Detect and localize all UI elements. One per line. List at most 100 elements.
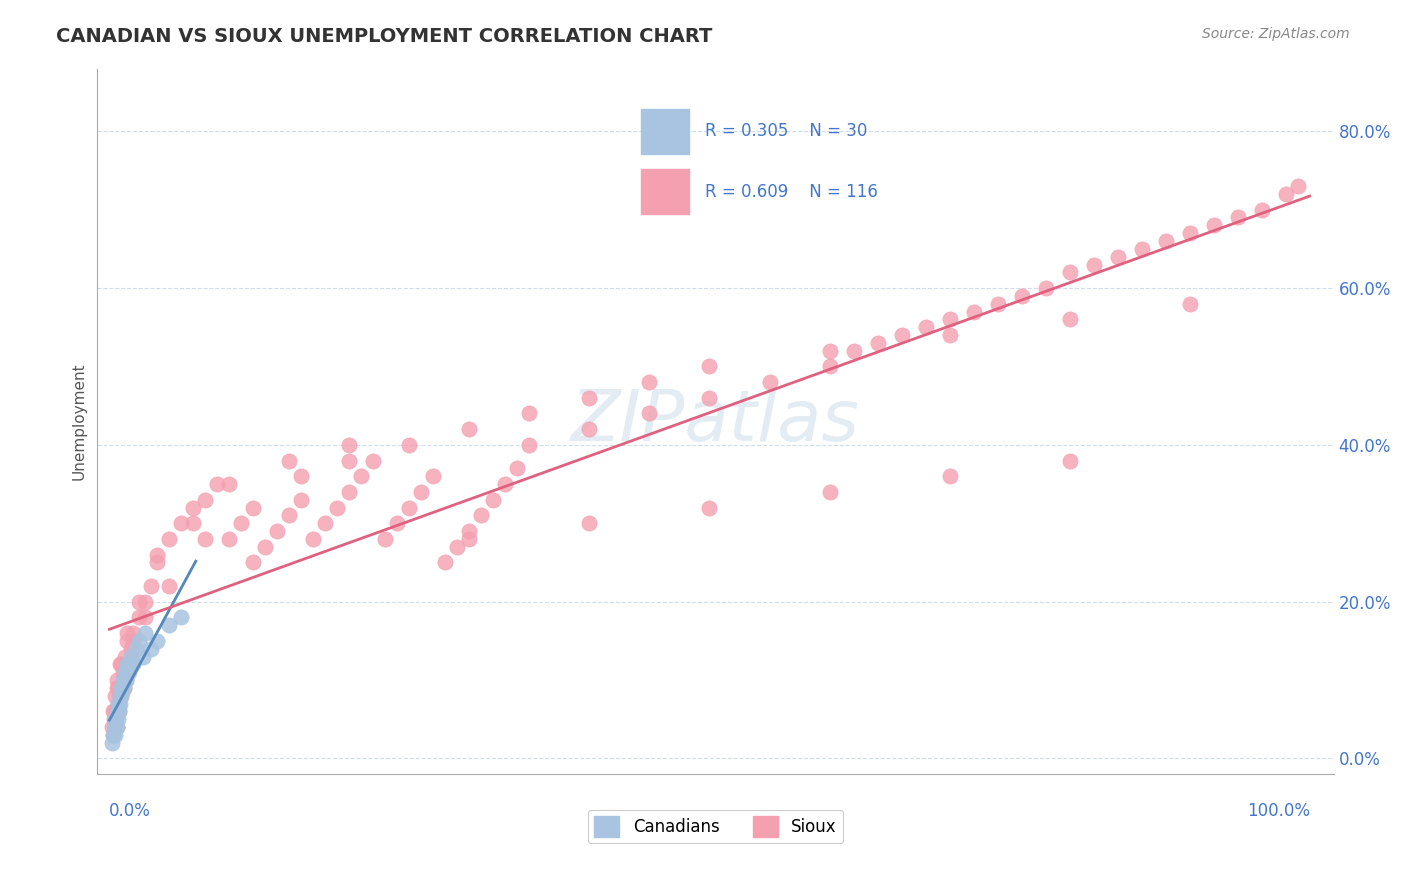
Point [115,673,138,687]
Point [108,705,131,719]
Point [101,728,124,742]
Point [218,477,240,491]
Point [111,665,134,680]
Point [103,705,125,719]
Text: 100.0%: 100.0% [1247,802,1309,820]
Point [339,453,361,467]
Point [110,681,132,695]
Point [1154,234,1177,248]
Text: ZIPatlas: ZIPatlas [571,387,860,456]
Point [458,532,481,546]
Point [1035,281,1057,295]
Point [494,477,516,491]
Point [1130,242,1153,256]
Point [105,673,128,687]
Text: 0.0%: 0.0% [110,802,152,820]
Point [105,720,128,734]
Point [120,649,142,664]
Point [194,492,217,507]
Point [987,296,1010,310]
Point [699,391,721,405]
Point [104,728,127,742]
Point [938,328,960,343]
Point [242,556,264,570]
Point [107,712,129,726]
Point [128,594,150,608]
Point [122,657,145,672]
Point [110,689,132,703]
Point [104,712,127,726]
Point [458,524,481,538]
Point [962,304,984,318]
Text: CANADIAN VS SIOUX UNEMPLOYMENT CORRELATION CHART: CANADIAN VS SIOUX UNEMPLOYMENT CORRELATI… [56,27,713,45]
Point [398,438,420,452]
Point [578,391,600,405]
Point [104,689,127,703]
Point [578,516,600,531]
Point [100,736,122,750]
Point [100,720,122,734]
Point [1059,312,1081,326]
Point [107,697,129,711]
Point [107,681,129,695]
Point [194,532,217,546]
Point [115,673,138,687]
Point [818,343,841,358]
Point [122,633,145,648]
Point [278,453,301,467]
Point [242,500,264,515]
Point [326,500,349,515]
Point [314,516,336,531]
Point [374,532,396,546]
Point [103,712,125,726]
Point [1250,202,1272,217]
Point [278,508,301,523]
Point [183,516,205,531]
Point [866,335,889,350]
Point [108,689,131,703]
Point [1059,453,1081,467]
Point [254,540,277,554]
Point [422,469,444,483]
Point [117,626,139,640]
Point [105,681,128,695]
Point [938,469,960,483]
Point [105,720,128,734]
Point [218,532,240,546]
Point [170,610,193,624]
Point [101,728,124,742]
Point [266,524,288,538]
Point [114,649,136,664]
Point [128,610,150,624]
Point [122,626,145,640]
Point [183,500,205,515]
Point [146,556,169,570]
Point [120,641,142,656]
Point [231,516,253,531]
Point [107,697,129,711]
Point [108,689,131,703]
Point [112,681,135,695]
Legend: Canadians, Sioux: Canadians, Sioux [588,810,844,843]
Point [290,469,312,483]
Point [157,618,180,632]
Point [1083,258,1105,272]
Point [134,610,156,624]
Point [110,657,132,672]
Point [141,579,163,593]
Point [1226,211,1249,225]
Point [157,579,180,593]
Point [482,492,505,507]
Point [117,633,139,648]
Point [699,500,721,515]
Point [290,492,312,507]
Point [638,407,661,421]
Point [411,484,433,499]
Point [132,649,155,664]
Point [117,665,139,680]
Point [112,681,135,695]
Point [207,477,229,491]
Point [146,633,169,648]
Point [363,453,385,467]
Point [578,422,600,436]
